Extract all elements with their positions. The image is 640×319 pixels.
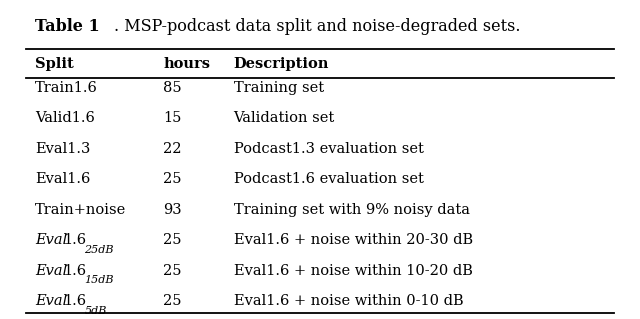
Text: Podcast1.3 evaluation set: Podcast1.3 evaluation set: [234, 142, 424, 156]
Text: Eval1.6 + noise within 10-20 dB: Eval1.6 + noise within 10-20 dB: [234, 264, 472, 278]
Text: Eval1.6 + noise within 20-30 dB: Eval1.6 + noise within 20-30 dB: [234, 234, 473, 248]
Text: Training set with 9% noisy data: Training set with 9% noisy data: [234, 203, 470, 217]
Text: Eval1.3: Eval1.3: [35, 142, 91, 156]
Text: 25: 25: [163, 294, 182, 308]
Text: Podcast1.6 evaluation set: Podcast1.6 evaluation set: [234, 172, 424, 186]
Text: 15: 15: [163, 111, 182, 125]
Text: . MSP-podcast data split and noise-degraded sets.: . MSP-podcast data split and noise-degra…: [114, 18, 520, 34]
Text: Eval: Eval: [35, 264, 67, 278]
Text: Train+noise: Train+noise: [35, 203, 127, 217]
Text: Eval: Eval: [35, 294, 67, 308]
Text: 1.6: 1.6: [63, 294, 86, 308]
Text: Split: Split: [35, 57, 74, 71]
Text: Eval1.6 + noise within 0-10 dB: Eval1.6 + noise within 0-10 dB: [234, 294, 463, 308]
Text: Training set: Training set: [234, 81, 324, 95]
Text: 85: 85: [163, 81, 182, 95]
Text: 25dB: 25dB: [84, 245, 114, 255]
Text: 25: 25: [163, 234, 182, 248]
Text: Eval1.6: Eval1.6: [35, 172, 91, 186]
Text: 25: 25: [163, 172, 182, 186]
Text: 93: 93: [163, 203, 182, 217]
Text: hours: hours: [163, 57, 210, 71]
Text: Eval: Eval: [35, 234, 67, 248]
Text: 1.6: 1.6: [63, 234, 86, 248]
Text: Train1.6: Train1.6: [35, 81, 98, 95]
Text: 15dB: 15dB: [84, 276, 114, 286]
Text: 25: 25: [163, 264, 182, 278]
Text: Validation set: Validation set: [234, 111, 335, 125]
Text: 22: 22: [163, 142, 182, 156]
Text: 1.6: 1.6: [63, 264, 86, 278]
Text: Valid1.6: Valid1.6: [35, 111, 95, 125]
Text: 5dB: 5dB: [84, 306, 107, 316]
Text: Table 1: Table 1: [35, 18, 100, 34]
Text: Description: Description: [234, 57, 329, 71]
